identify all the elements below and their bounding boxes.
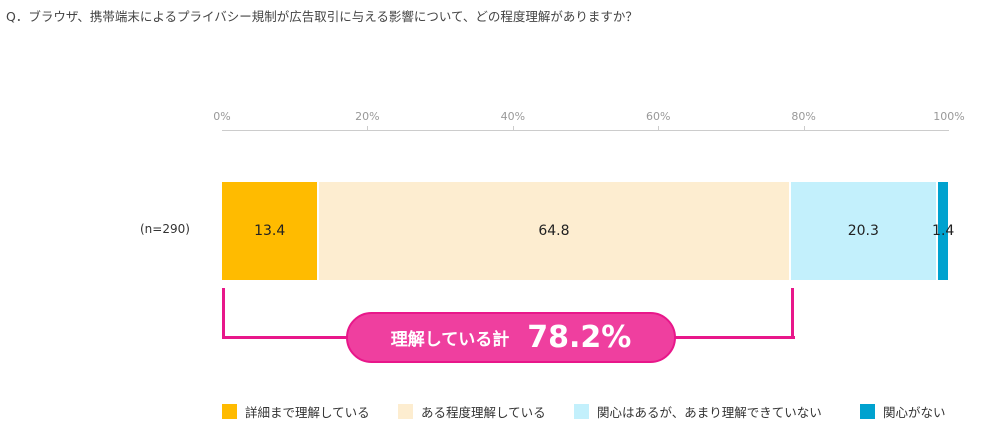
bracket-right	[791, 288, 794, 338]
x-tick-mark	[658, 126, 660, 130]
bar-segment: 64.8	[319, 182, 791, 280]
x-tick-mark	[803, 126, 805, 130]
x-tick-mark	[367, 126, 369, 130]
legend-item: 関心がない	[860, 402, 946, 421]
bracket-left	[222, 288, 225, 338]
bar-segment: 1.4	[932, 182, 954, 280]
total-understanding-badge: 理解している計 78.2%	[346, 312, 676, 363]
legend-label: ある程度理解している	[421, 405, 546, 420]
data-label: 13.4	[254, 223, 286, 239]
question-title: Q．ブラウザ、携帯端末によるプライバシー規制が広告取引に与える影響について、どの…	[6, 9, 638, 24]
legend-item: 詳細まで理解している	[222, 402, 370, 421]
x-tick-label: 60%	[645, 110, 671, 123]
x-tick-label: 40%	[500, 110, 526, 123]
legend-item: ある程度理解している	[398, 402, 546, 421]
legend-swatch	[222, 404, 237, 419]
bar-segment: 20.3	[790, 182, 939, 280]
x-axis-line	[222, 130, 949, 131]
legend-swatch	[860, 404, 875, 419]
legend-label: 詳細まで理解している	[245, 405, 370, 420]
badge-value: 78.2%	[527, 320, 632, 355]
x-tick-label: 80%	[791, 110, 816, 123]
legend-label: 関心はあるが、あまり理解できていない	[597, 405, 822, 420]
x-tick-mark	[512, 126, 514, 130]
bar-segment: 13.4	[222, 182, 320, 280]
legend-label: 関心がない	[883, 405, 946, 420]
badge-label: 理解している計	[390, 330, 510, 350]
legend-swatch	[398, 404, 413, 419]
x-tick-label: 20%	[355, 110, 380, 123]
data-label: 20.3	[847, 223, 879, 239]
legend-item: 関心はあるが、あまり理解できていない	[574, 402, 822, 421]
data-label: 1.4	[932, 223, 955, 239]
x-tick-label: 0%	[213, 110, 231, 123]
category-label: (n=290)	[140, 222, 190, 236]
x-tick-label: 100%	[933, 110, 965, 123]
legend-swatch	[574, 404, 589, 419]
data-label: 64.8	[538, 223, 570, 239]
